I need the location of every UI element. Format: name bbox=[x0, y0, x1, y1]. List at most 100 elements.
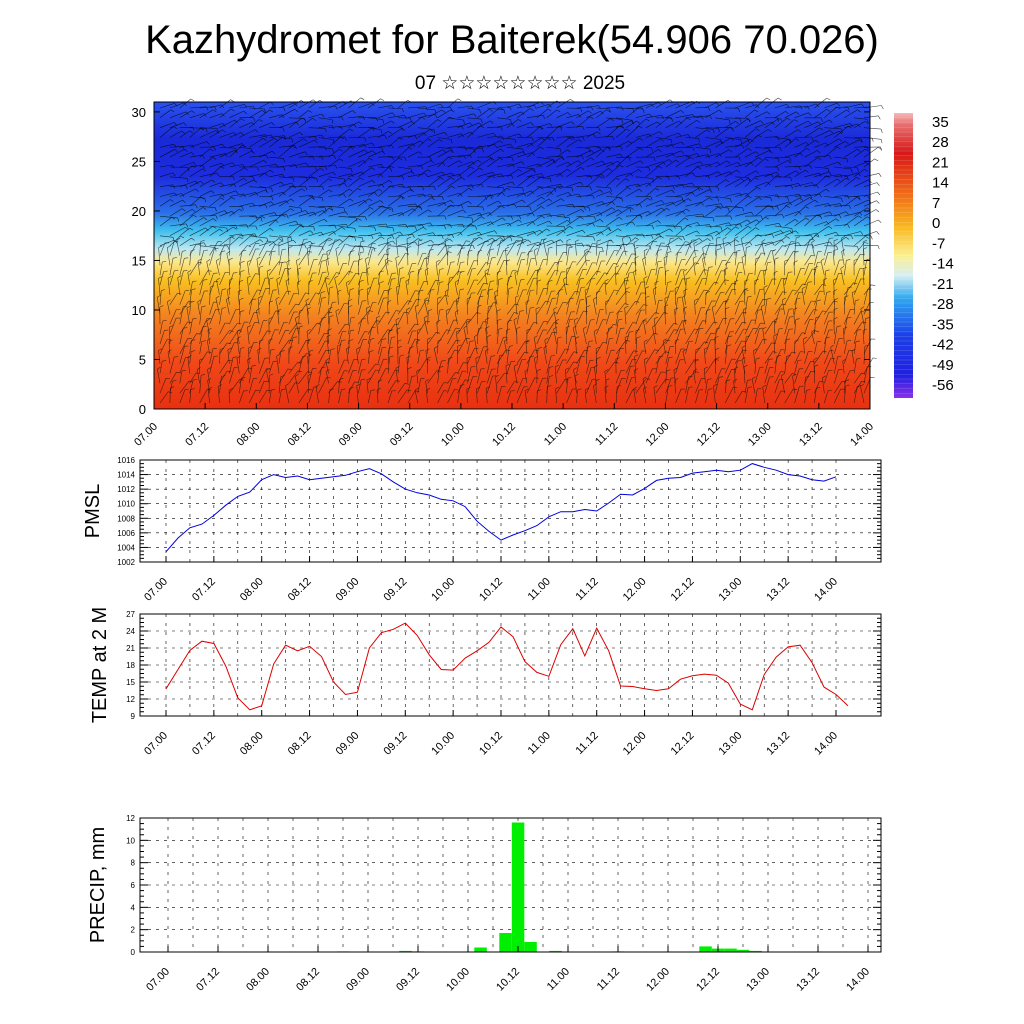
wind-barb-flag bbox=[436, 320, 441, 323]
wind-barb-flag bbox=[668, 356, 673, 358]
wind-barb bbox=[695, 320, 703, 335]
wind-barb-flag bbox=[826, 108, 831, 112]
wind-barb-flag bbox=[574, 317, 578, 321]
wind-barb bbox=[368, 127, 382, 130]
wind-barb-flag bbox=[571, 187, 574, 192]
wind-barb bbox=[219, 359, 229, 374]
wind-barb bbox=[526, 186, 541, 197]
wind-barb bbox=[576, 174, 591, 178]
wind-barb-flag bbox=[414, 135, 418, 140]
wind-barb bbox=[377, 298, 384, 315]
y-tick-label: 1006 bbox=[117, 529, 135, 538]
wind-barb-flag bbox=[259, 339, 264, 342]
wind-barb bbox=[358, 207, 371, 217]
wind-barb bbox=[744, 273, 750, 286]
wind-barb bbox=[625, 183, 639, 187]
wind-barb-flag bbox=[643, 276, 648, 279]
heatmap-y-tick-label: 20 bbox=[132, 204, 146, 219]
wind-barb bbox=[844, 109, 858, 119]
wind-barb-flag bbox=[456, 329, 461, 333]
wind-barb bbox=[407, 151, 420, 158]
wind-barb bbox=[278, 249, 283, 266]
wind-barb-flag bbox=[836, 325, 841, 327]
wind-barb-flag bbox=[366, 287, 371, 290]
wind-barb bbox=[159, 126, 174, 138]
wind-barb bbox=[566, 336, 572, 354]
wind-barb-flag bbox=[232, 176, 235, 181]
wind-barb bbox=[514, 272, 518, 286]
wind-barb bbox=[189, 141, 207, 148]
wind-barb-flag bbox=[405, 278, 410, 282]
wind-barb-flag bbox=[366, 306, 371, 309]
wind-barb-flag bbox=[846, 109, 850, 113]
wind-barb-flag bbox=[369, 157, 373, 161]
wind-barb-flag bbox=[380, 129, 383, 134]
wind-barb bbox=[784, 183, 799, 187]
colorbar-label: -56 bbox=[932, 377, 954, 394]
wind-barb bbox=[466, 388, 468, 404]
wind-barb-flag bbox=[666, 207, 671, 211]
wind-barb bbox=[673, 369, 676, 384]
wind-barb bbox=[814, 317, 817, 335]
wind-barb bbox=[327, 330, 329, 345]
wind-barb bbox=[424, 299, 428, 315]
wind-barb-flag bbox=[206, 318, 211, 322]
wind-barb-flag bbox=[437, 296, 442, 299]
wind-barb-flag bbox=[237, 289, 242, 292]
wind-barb bbox=[834, 125, 849, 138]
wind-barb bbox=[206, 340, 210, 354]
wind-barb bbox=[159, 235, 174, 238]
wind-barb-flag bbox=[793, 260, 798, 263]
wind-barb-flag bbox=[246, 224, 249, 229]
wind-barb-flag bbox=[694, 298, 699, 301]
wind-barb-flag bbox=[782, 214, 785, 219]
wind-barb bbox=[199, 109, 214, 119]
wind-barb-flag bbox=[484, 269, 489, 272]
wind-barb-flag bbox=[560, 239, 564, 243]
wind-barb-flag bbox=[485, 348, 489, 352]
wind-barb-flag bbox=[796, 111, 800, 115]
wind-barb-flag bbox=[433, 186, 436, 191]
wind-barb bbox=[615, 206, 631, 217]
wind-barb bbox=[278, 198, 292, 207]
wind-barb bbox=[318, 178, 329, 187]
wind-barb bbox=[695, 147, 710, 150]
wind-barb bbox=[635, 211, 649, 217]
wind-barb-flag bbox=[757, 309, 762, 311]
wind-barb bbox=[378, 225, 393, 228]
wind-barb bbox=[229, 167, 245, 178]
wind-barb bbox=[189, 154, 203, 158]
wind-barb bbox=[515, 297, 518, 315]
wind-barb bbox=[774, 160, 789, 168]
wind-barb bbox=[477, 251, 479, 266]
wind-barb-flag bbox=[202, 207, 207, 210]
wind-barb bbox=[824, 161, 839, 168]
wind-barb-flag bbox=[815, 235, 820, 238]
wind-barb bbox=[516, 108, 531, 119]
wind-barb bbox=[744, 170, 756, 178]
wind-barb bbox=[167, 278, 171, 295]
wind-barb-flag bbox=[622, 125, 625, 130]
wind-barb-flag bbox=[186, 305, 191, 309]
wind-barb bbox=[635, 350, 643, 364]
wind-barb-flag bbox=[477, 159, 482, 163]
wind-barb bbox=[278, 389, 282, 404]
wind-barb-flag bbox=[271, 196, 274, 201]
wind-barb bbox=[159, 143, 175, 148]
wind-barb bbox=[397, 300, 408, 315]
wind-barb bbox=[259, 186, 272, 189]
wind-barb-flag bbox=[660, 235, 664, 239]
wind-barb bbox=[643, 320, 647, 335]
wind-barb bbox=[794, 298, 797, 315]
x-tick-label: 10.12 bbox=[494, 966, 522, 994]
wind-barb bbox=[298, 292, 306, 305]
wind-barb-flag bbox=[441, 196, 444, 201]
wind-barb bbox=[365, 259, 369, 276]
wind-barb bbox=[417, 194, 432, 197]
wind-barb-flag bbox=[480, 183, 484, 188]
wind-barb-flag bbox=[270, 201, 274, 205]
wind-barb bbox=[685, 213, 703, 217]
wind-barb-flag bbox=[335, 308, 340, 312]
heatmap-x-tick-label: 11.00 bbox=[542, 421, 569, 448]
wind-barb bbox=[424, 270, 428, 286]
